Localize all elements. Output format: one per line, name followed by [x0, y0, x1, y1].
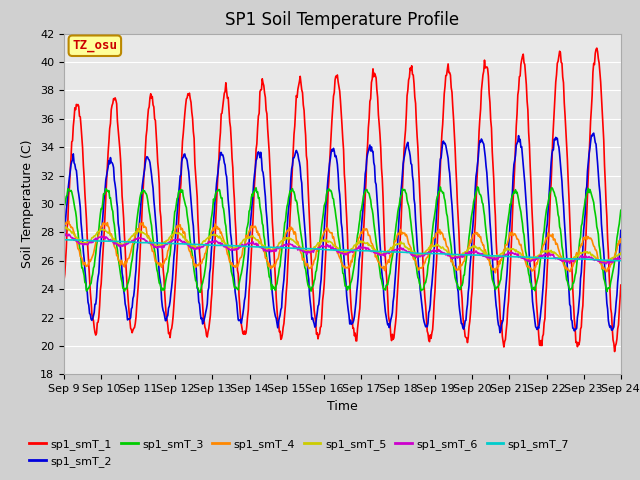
sp1_smT_7: [60, 237, 68, 242]
sp1_smT_4: [214, 227, 222, 232]
Legend: sp1_smT_1, sp1_smT_2, sp1_smT_3, sp1_smT_4, sp1_smT_5, sp1_smT_6, sp1_smT_7: sp1_smT_1, sp1_smT_2, sp1_smT_3, sp1_smT…: [25, 435, 573, 471]
sp1_smT_5: [411, 249, 419, 255]
sp1_smT_4: [492, 270, 499, 276]
sp1_smT_5: [600, 260, 607, 265]
sp1_smT_6: [71, 236, 79, 242]
sp1_smT_4: [185, 246, 193, 252]
sp1_smT_7: [214, 242, 221, 248]
sp1_smT_6: [185, 243, 193, 249]
sp1_smT_3: [411, 251, 419, 257]
sp1_smT_1: [214, 183, 221, 189]
sp1_smT_5: [63, 224, 70, 230]
sp1_smT_1: [60, 277, 68, 283]
sp1_smT_6: [428, 250, 435, 255]
sp1_smT_3: [428, 241, 435, 247]
sp1_smT_4: [617, 236, 625, 242]
Line: sp1_smT_4: sp1_smT_4: [64, 221, 621, 273]
sp1_smT_5: [71, 232, 79, 238]
sp1_smT_3: [617, 207, 625, 213]
sp1_smT_5: [185, 239, 193, 244]
sp1_smT_1: [426, 332, 434, 338]
sp1_smT_2: [60, 241, 68, 247]
sp1_smT_1: [617, 282, 625, 288]
sp1_smT_1: [70, 116, 78, 121]
sp1_smT_1: [184, 91, 192, 96]
sp1_smT_5: [128, 233, 136, 239]
sp1_smT_1: [611, 348, 618, 354]
sp1_smT_5: [428, 245, 435, 251]
sp1_smT_1: [127, 327, 135, 333]
sp1_smT_6: [128, 238, 136, 243]
sp1_smT_3: [184, 217, 192, 223]
sp1_smT_4: [428, 242, 435, 248]
sp1_smT_5: [214, 235, 222, 240]
sp1_smT_7: [410, 250, 418, 256]
sp1_smT_3: [127, 261, 135, 266]
Line: sp1_smT_5: sp1_smT_5: [64, 227, 621, 263]
Y-axis label: Soil Temperature (C): Soil Temperature (C): [22, 140, 35, 268]
sp1_smT_1: [410, 81, 418, 86]
sp1_smT_6: [60, 233, 68, 239]
sp1_smT_3: [60, 204, 68, 210]
sp1_smT_2: [590, 130, 598, 136]
Line: sp1_smT_7: sp1_smT_7: [64, 240, 621, 261]
sp1_smT_2: [496, 330, 504, 336]
sp1_smT_2: [70, 160, 78, 166]
sp1_smT_5: [617, 250, 625, 256]
sp1_smT_7: [426, 251, 434, 256]
sp1_smT_6: [411, 252, 419, 258]
sp1_smT_4: [71, 232, 79, 238]
sp1_smT_6: [605, 261, 613, 267]
sp1_smT_7: [616, 258, 624, 264]
sp1_smT_3: [214, 188, 222, 193]
sp1_smT_7: [184, 241, 192, 247]
sp1_smT_4: [128, 243, 136, 249]
Line: sp1_smT_2: sp1_smT_2: [64, 133, 621, 333]
sp1_smT_2: [184, 164, 192, 169]
sp1_smT_4: [411, 256, 419, 262]
sp1_smT_7: [617, 258, 625, 264]
sp1_smT_6: [617, 256, 625, 262]
sp1_smT_5: [60, 226, 68, 231]
sp1_smT_2: [410, 196, 418, 202]
sp1_smT_7: [70, 237, 78, 243]
Title: SP1 Soil Temperature Profile: SP1 Soil Temperature Profile: [225, 11, 460, 29]
sp1_smT_2: [617, 228, 625, 233]
sp1_smT_1: [593, 45, 600, 51]
sp1_smT_3: [196, 289, 204, 295]
Line: sp1_smT_1: sp1_smT_1: [64, 48, 621, 351]
X-axis label: Time: Time: [327, 400, 358, 413]
Line: sp1_smT_3: sp1_smT_3: [64, 187, 621, 292]
sp1_smT_6: [214, 240, 222, 246]
sp1_smT_6: [61, 231, 69, 237]
sp1_smT_4: [60, 224, 68, 230]
sp1_smT_3: [474, 184, 481, 190]
sp1_smT_7: [127, 239, 135, 245]
sp1_smT_2: [426, 301, 434, 307]
Line: sp1_smT_6: sp1_smT_6: [64, 234, 621, 264]
sp1_smT_2: [127, 306, 135, 312]
sp1_smT_4: [65, 218, 72, 224]
sp1_smT_2: [214, 174, 221, 180]
sp1_smT_3: [70, 201, 78, 207]
Text: TZ_osu: TZ_osu: [72, 39, 117, 52]
